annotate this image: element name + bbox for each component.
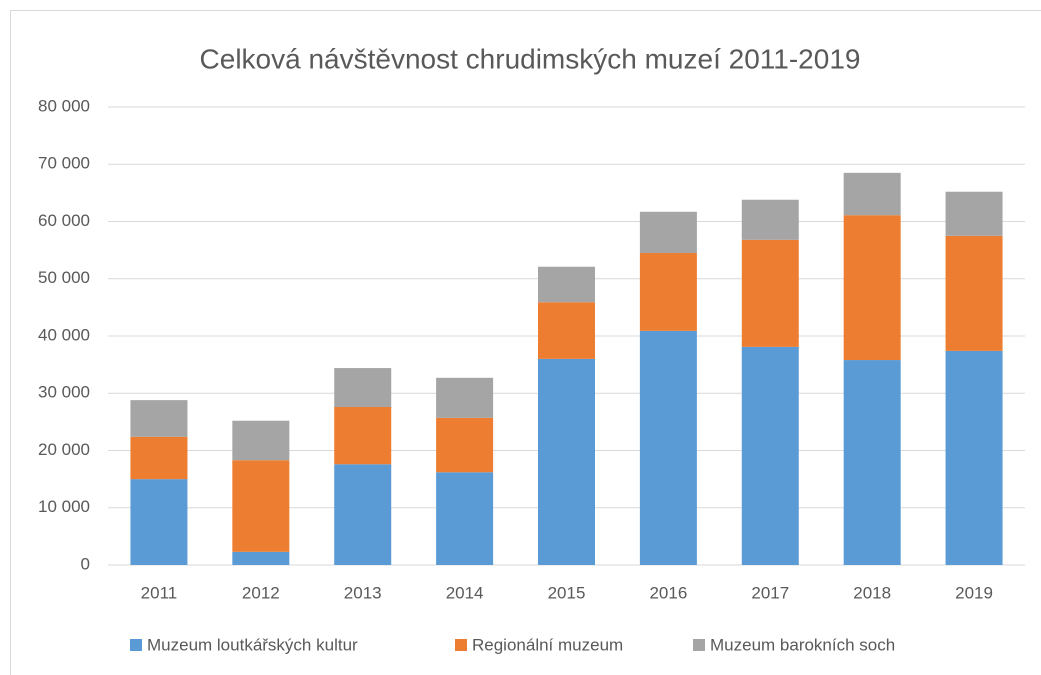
bar-segment <box>436 377 494 418</box>
bar-segment <box>538 358 595 565</box>
bar-segment <box>130 436 188 480</box>
bar-segment <box>436 417 494 473</box>
legend-label: Muzeum loutkářských kultur <box>147 635 358 654</box>
y-tick-label: 10 000 <box>38 497 90 516</box>
x-tick-label: 2011 <box>141 583 178 602</box>
bar-segment <box>130 479 188 565</box>
x-tick-label: 2015 <box>548 583 586 602</box>
bar-segment <box>843 360 901 565</box>
legend-label: Regionální muzeum <box>472 635 623 654</box>
bar-segment <box>232 460 290 552</box>
bar-segment <box>130 400 188 437</box>
x-tick-label: 2019 <box>955 583 993 602</box>
legend-swatch <box>130 639 142 651</box>
bar-segment <box>436 472 494 565</box>
bar-segment <box>843 172 901 216</box>
bar-segment <box>639 330 697 565</box>
bar-segment <box>538 266 595 303</box>
y-tick-label: 40 000 <box>38 325 90 344</box>
legend-label: Muzeum barokních soch <box>710 635 895 654</box>
bar-segment <box>334 368 392 407</box>
x-tick-label: 2012 <box>242 583 280 602</box>
y-tick-label: 80 000 <box>38 96 90 115</box>
legend-swatch <box>455 639 467 651</box>
bar-segment <box>232 551 290 565</box>
bar-segment <box>945 350 1003 565</box>
y-tick-label: 0 <box>81 554 90 573</box>
y-tick-label: 60 000 <box>38 211 90 230</box>
bar-segment <box>741 239 799 347</box>
x-tick-label: 2016 <box>649 583 687 602</box>
bar-segment <box>232 420 290 461</box>
bar-segment <box>945 191 1003 236</box>
y-tick-label: 70 000 <box>38 154 90 173</box>
bar-segment <box>538 302 595 359</box>
bar-segment <box>639 252 697 331</box>
bar-segment <box>945 235 1003 351</box>
bar-segment <box>741 199 799 240</box>
bar-segment <box>334 406 392 465</box>
y-tick-label: 30 000 <box>38 383 90 402</box>
y-tick-label: 50 000 <box>38 268 90 287</box>
chart-title: Celková návštěvnost chrudimských muzeí 2… <box>200 43 861 74</box>
x-tick-label: 2018 <box>853 583 891 602</box>
x-tick-label: 2013 <box>344 583 382 602</box>
x-tick-label: 2014 <box>446 583 484 602</box>
x-tick-label: 2017 <box>751 583 789 602</box>
bar-segment <box>639 211 697 253</box>
bar-segment <box>843 215 901 361</box>
y-tick-label: 20 000 <box>38 440 90 459</box>
bar-segment <box>741 346 799 565</box>
bar-segment <box>334 464 392 565</box>
legend-swatch <box>693 639 705 651</box>
